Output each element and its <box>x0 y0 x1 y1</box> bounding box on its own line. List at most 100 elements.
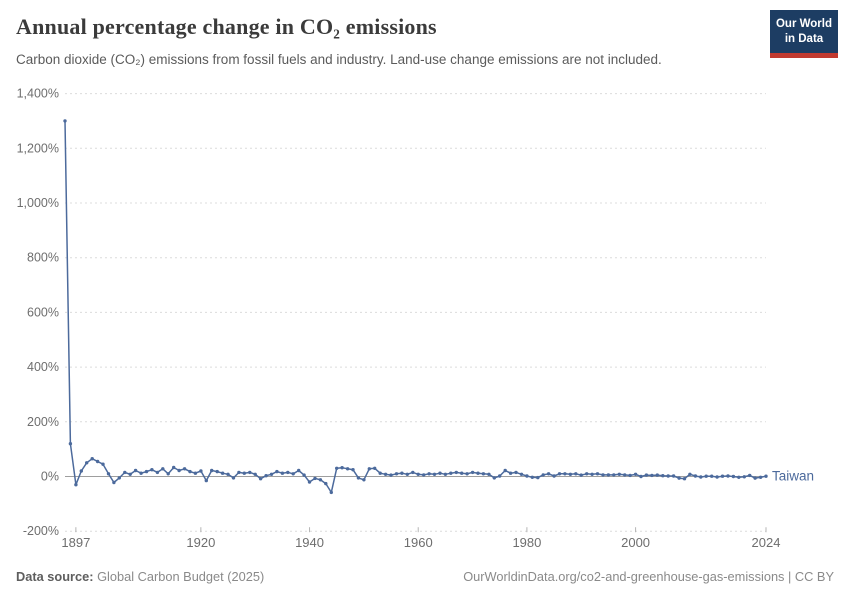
y-tick-label: 1,200% <box>17 141 59 155</box>
data-point <box>671 474 676 478</box>
data-point <box>422 473 426 477</box>
data-point <box>345 467 350 471</box>
data-point <box>128 472 132 476</box>
data-point <box>74 483 78 487</box>
data-point <box>449 471 453 475</box>
y-tick-label: 600% <box>27 305 59 319</box>
data-point <box>693 474 698 478</box>
data-point <box>536 475 540 480</box>
y-tick-label: 0% <box>41 470 59 484</box>
x-tick-label: 1980 <box>512 535 541 550</box>
data-point <box>400 471 404 475</box>
data-point <box>606 473 611 477</box>
x-tick-label: 2000 <box>621 535 650 550</box>
data-point <box>595 472 600 476</box>
data-point <box>470 470 475 475</box>
data-point <box>514 470 518 475</box>
data-point <box>508 471 513 475</box>
data-point <box>389 473 393 477</box>
data-point <box>492 476 496 480</box>
x-tick-label: 1897 <box>61 535 90 550</box>
data-source-text: Global Carbon Budget (2025) <box>93 569 265 584</box>
data-point <box>210 468 214 473</box>
data-point <box>546 472 551 476</box>
data-point <box>220 471 225 475</box>
data-point <box>253 472 257 476</box>
data-point <box>720 474 725 478</box>
data-point <box>248 470 252 475</box>
data-point <box>123 470 127 475</box>
data-point <box>443 472 448 476</box>
data-point <box>188 469 192 474</box>
data-point <box>117 476 122 480</box>
data-point <box>150 468 154 472</box>
data-point <box>139 471 143 475</box>
owid-url-license[interactable]: OurWorldinData.org/co2-and-greenhouse-ga… <box>463 569 834 584</box>
owid-logo[interactable]: Our World in Data <box>770 10 838 58</box>
data-point <box>411 470 415 475</box>
data-point <box>280 471 285 475</box>
data-point <box>454 470 458 475</box>
data-point <box>525 474 529 478</box>
x-tick-label: 2024 <box>752 535 781 550</box>
data-point <box>650 473 654 478</box>
x-tick-label: 1960 <box>404 535 433 550</box>
data-point <box>95 459 100 464</box>
data-point <box>112 480 116 485</box>
data-point <box>639 474 643 479</box>
y-tick-label: 400% <box>27 360 59 374</box>
data-point <box>144 469 149 474</box>
data-point <box>427 472 431 476</box>
data-point <box>367 467 371 471</box>
data-point <box>242 471 246 475</box>
data-point <box>715 475 719 479</box>
data-point <box>574 472 578 476</box>
data-point <box>432 472 437 476</box>
series-label-taiwan: Taiwan <box>772 469 814 484</box>
data-point <box>161 467 165 471</box>
data-point <box>335 466 339 470</box>
data-point <box>644 473 649 477</box>
data-point <box>351 468 355 472</box>
y-tick-label: 800% <box>27 251 59 265</box>
data-point <box>68 442 73 446</box>
data-point <box>628 473 632 478</box>
chart-title: Annual percentage change in CO₂ emission… <box>16 14 437 39</box>
data-point <box>318 478 323 482</box>
data-point <box>438 471 442 475</box>
data-point <box>340 466 344 470</box>
data-point <box>503 468 507 473</box>
data-point <box>329 490 333 495</box>
data-point <box>541 473 545 477</box>
owid-logo-line2: in Data <box>784 32 824 45</box>
data-point <box>85 461 89 465</box>
data-point <box>557 472 562 476</box>
data-point <box>90 457 94 461</box>
data-point <box>297 468 301 473</box>
data-point <box>731 474 736 479</box>
data-point <box>476 471 480 475</box>
data-point <box>356 476 361 480</box>
data-point <box>177 468 181 473</box>
data-point <box>666 474 670 478</box>
data-point <box>199 469 203 473</box>
data-point <box>737 475 741 479</box>
data-point <box>237 470 241 475</box>
data-point <box>742 475 746 479</box>
data-point <box>481 472 486 476</box>
data-point <box>215 469 219 474</box>
data-point <box>498 474 502 478</box>
data-point <box>204 478 208 483</box>
x-tick-label: 1940 <box>295 535 324 550</box>
data-point <box>748 473 752 478</box>
y-tick-label: 200% <box>27 415 59 429</box>
data-point <box>106 472 111 476</box>
data-point <box>291 472 295 476</box>
data-point <box>231 476 236 480</box>
data-point <box>699 475 703 479</box>
data-point <box>373 466 377 470</box>
data-point <box>552 474 556 478</box>
data-point <box>324 481 328 486</box>
